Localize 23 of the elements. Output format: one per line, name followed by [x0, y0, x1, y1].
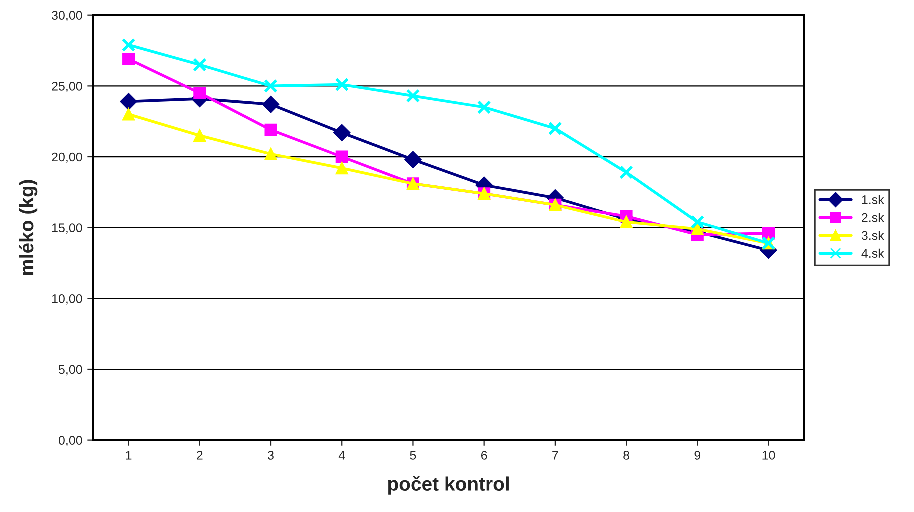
x-tick-label: 2 — [197, 451, 203, 460]
y-tick-label: 10,00 — [52, 294, 82, 305]
y-tick-label: 25,00 — [52, 82, 82, 92]
x-tick-label: 1 — [126, 451, 132, 460]
legend-label: 1.sk — [862, 195, 884, 204]
x-tick-label: 3 — [268, 451, 274, 460]
x-tick-label: 10 — [762, 451, 776, 460]
y-tick-label: 5,00 — [58, 365, 82, 376]
x-tick-label: 9 — [694, 451, 701, 460]
x-tick-label: 7 — [552, 451, 558, 460]
x-axis-title: počet kontrol — [388, 476, 509, 495]
y-axis-title: mléko (kg) — [19, 180, 38, 276]
x-tick-label: 8 — [624, 451, 630, 460]
legend-label: 2.sk — [862, 213, 884, 222]
y-tick-label: 0,00 — [58, 436, 82, 446]
x-tick-label: 4 — [338, 451, 346, 460]
y-tick-label: 15,00 — [52, 224, 82, 234]
legend-label: 4.sk — [862, 248, 884, 258]
y-tick-label: 20,00 — [52, 152, 82, 164]
legend-label: 3.sk — [862, 230, 884, 240]
y-tick-label: 30,00 — [52, 11, 82, 22]
x-tick-label: 6 — [481, 451, 488, 460]
x-tick-label: 5 — [410, 451, 416, 460]
